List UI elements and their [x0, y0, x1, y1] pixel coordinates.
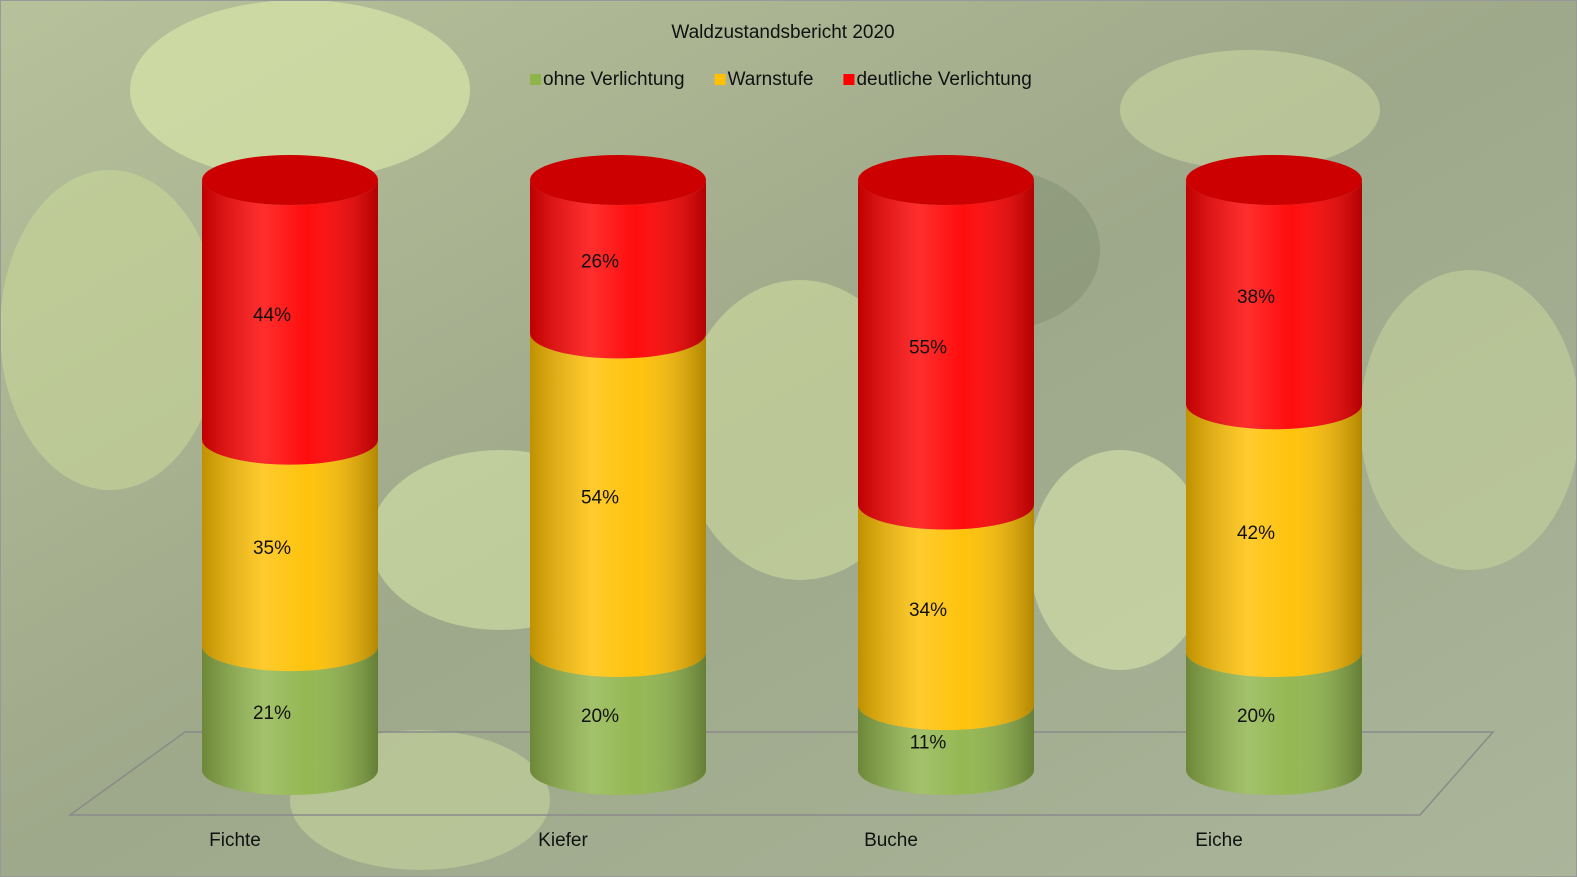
data-label: 20% — [1237, 706, 1275, 727]
x-tick-label: Eiche — [1195, 830, 1243, 851]
floor — [67, 731, 1495, 816]
cylinder-top-shade — [858, 155, 1034, 205]
legend-marker — [714, 74, 726, 85]
data-label: 55% — [909, 337, 947, 358]
cylinder-top-shade — [1186, 155, 1362, 205]
cylinder-top — [858, 155, 1034, 205]
legend-label: ohne Verlichtung — [543, 69, 685, 90]
data-label: 11% — [910, 733, 947, 754]
data-label: 34% — [909, 600, 947, 621]
data-label: 20% — [581, 706, 619, 727]
chart-title: Waldzustandsbericht 2020 — [671, 22, 894, 43]
legend-label: Warnstufe — [728, 69, 814, 90]
data-label: 38% — [1237, 287, 1275, 308]
data-label: 42% — [1237, 523, 1275, 544]
data-label: 54% — [581, 488, 619, 509]
data-label: 26% — [581, 252, 619, 273]
legend: ohne Verlichtung Warnstufe deutliche Verli… — [530, 69, 1032, 90]
cylinder-top — [1186, 155, 1362, 205]
data-label: 35% — [253, 538, 291, 559]
x-tick-label: Fichte — [209, 830, 261, 851]
cylinder-top — [530, 155, 706, 205]
legend-marker — [843, 74, 855, 85]
cylinder-top — [202, 155, 378, 205]
cylinder-top-shade — [530, 155, 706, 205]
cylinder-top-shade — [202, 155, 378, 205]
x-tick-label: Buche — [864, 830, 918, 851]
legend-label: deutliche Verlichtung — [856, 69, 1031, 90]
data-label: 44% — [253, 305, 291, 326]
data-label: 21% — [253, 703, 291, 724]
x-tick-label: Kiefer — [538, 830, 588, 851]
legend-marker — [530, 74, 541, 85]
